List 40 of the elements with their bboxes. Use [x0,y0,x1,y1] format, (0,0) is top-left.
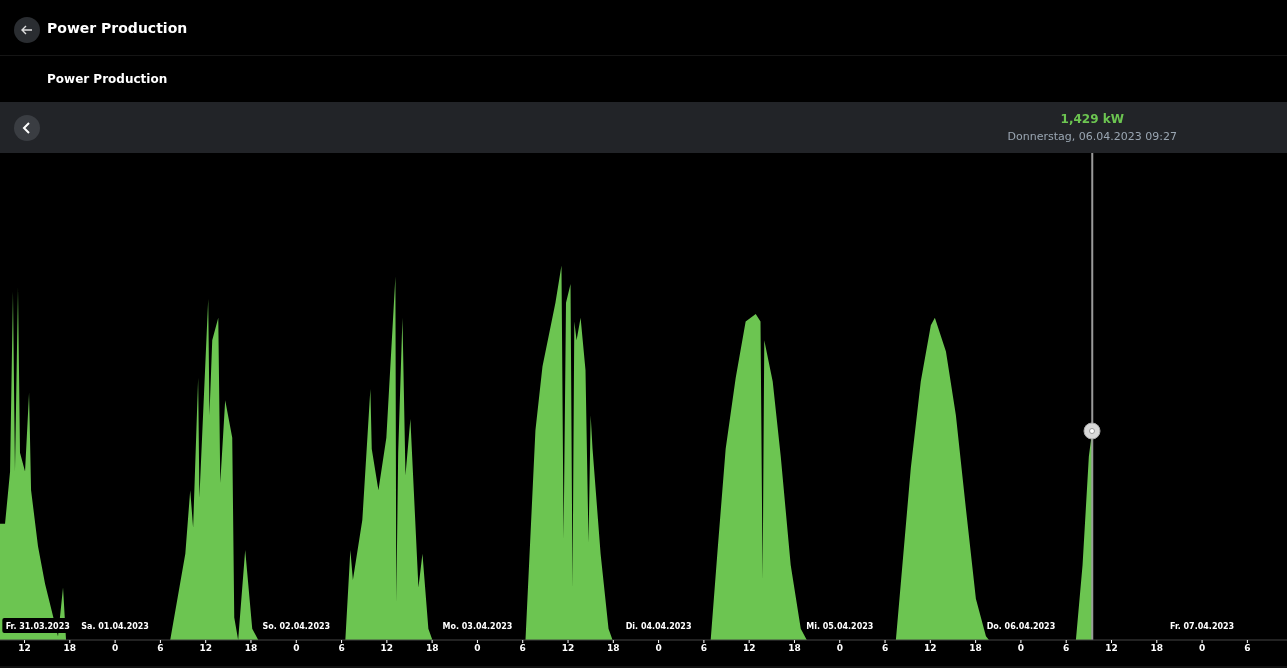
x-tick-label: 6 [1244,643,1251,654]
x-tick-label: 6 [1063,643,1070,654]
x-tick-label: 6 [157,643,164,654]
x2-tick-label: So. 02.04.2023 [262,621,331,631]
x2-tick-label: Sa. 01.04.2023 [81,621,149,631]
x-tick-label: 6 [519,643,526,654]
x-tick-label: 12 [18,643,31,654]
x-tick-label: 18 [788,643,801,654]
x-tick-label: 0 [1198,643,1206,654]
x-tick-label: 6 [700,643,708,654]
text: 1,429 kW [1059,112,1125,126]
x-tick-label: 12 [380,643,394,654]
x-tick-label: 18 [63,643,77,654]
x2-tick-label: Mo. 03.04.2023 [442,621,513,631]
x-tick-label: 18 [244,643,258,654]
x-tick-label: 12 [742,643,756,654]
x2-tick-label: Do. 06.04.2023 [986,621,1056,631]
x-tick-label: 18 [425,643,439,654]
chart-subtitle: Power Production [47,72,168,86]
x-tick-label: 18 [1150,643,1164,654]
x-tick-label: 12 [1105,643,1118,654]
x2-tick-label: Fr. 31.03.2023 [5,621,70,631]
x-tick-label: 12 [561,643,575,654]
x-tick-label: 0 [1017,643,1025,654]
x-tick-label: 0 [111,643,119,654]
x-tick-label: 0 [293,643,300,654]
x-tick-label: 18 [969,643,982,654]
text: Donnerstag, 06.04.2023 09:27 [1006,130,1178,143]
x2-tick-label: Mi. 05.04.2023 [806,621,874,631]
x-tick-label: 0 [474,643,481,654]
x-tick-label: 18 [607,643,620,654]
x2-tick-label: Fr. 07.04.2023 [1169,621,1235,631]
x-tick-label: 6 [881,643,889,654]
x-tick-label: 12 [199,643,212,654]
x-tick-label: 12 [924,643,937,654]
x-tick-label: 0 [836,643,843,654]
x2-tick-label: Di. 04.04.2023 [625,621,692,631]
x-tick-label: 6 [338,643,345,654]
x-tick-label: 0 [655,643,662,654]
chart-title: Power Production [47,20,188,36]
